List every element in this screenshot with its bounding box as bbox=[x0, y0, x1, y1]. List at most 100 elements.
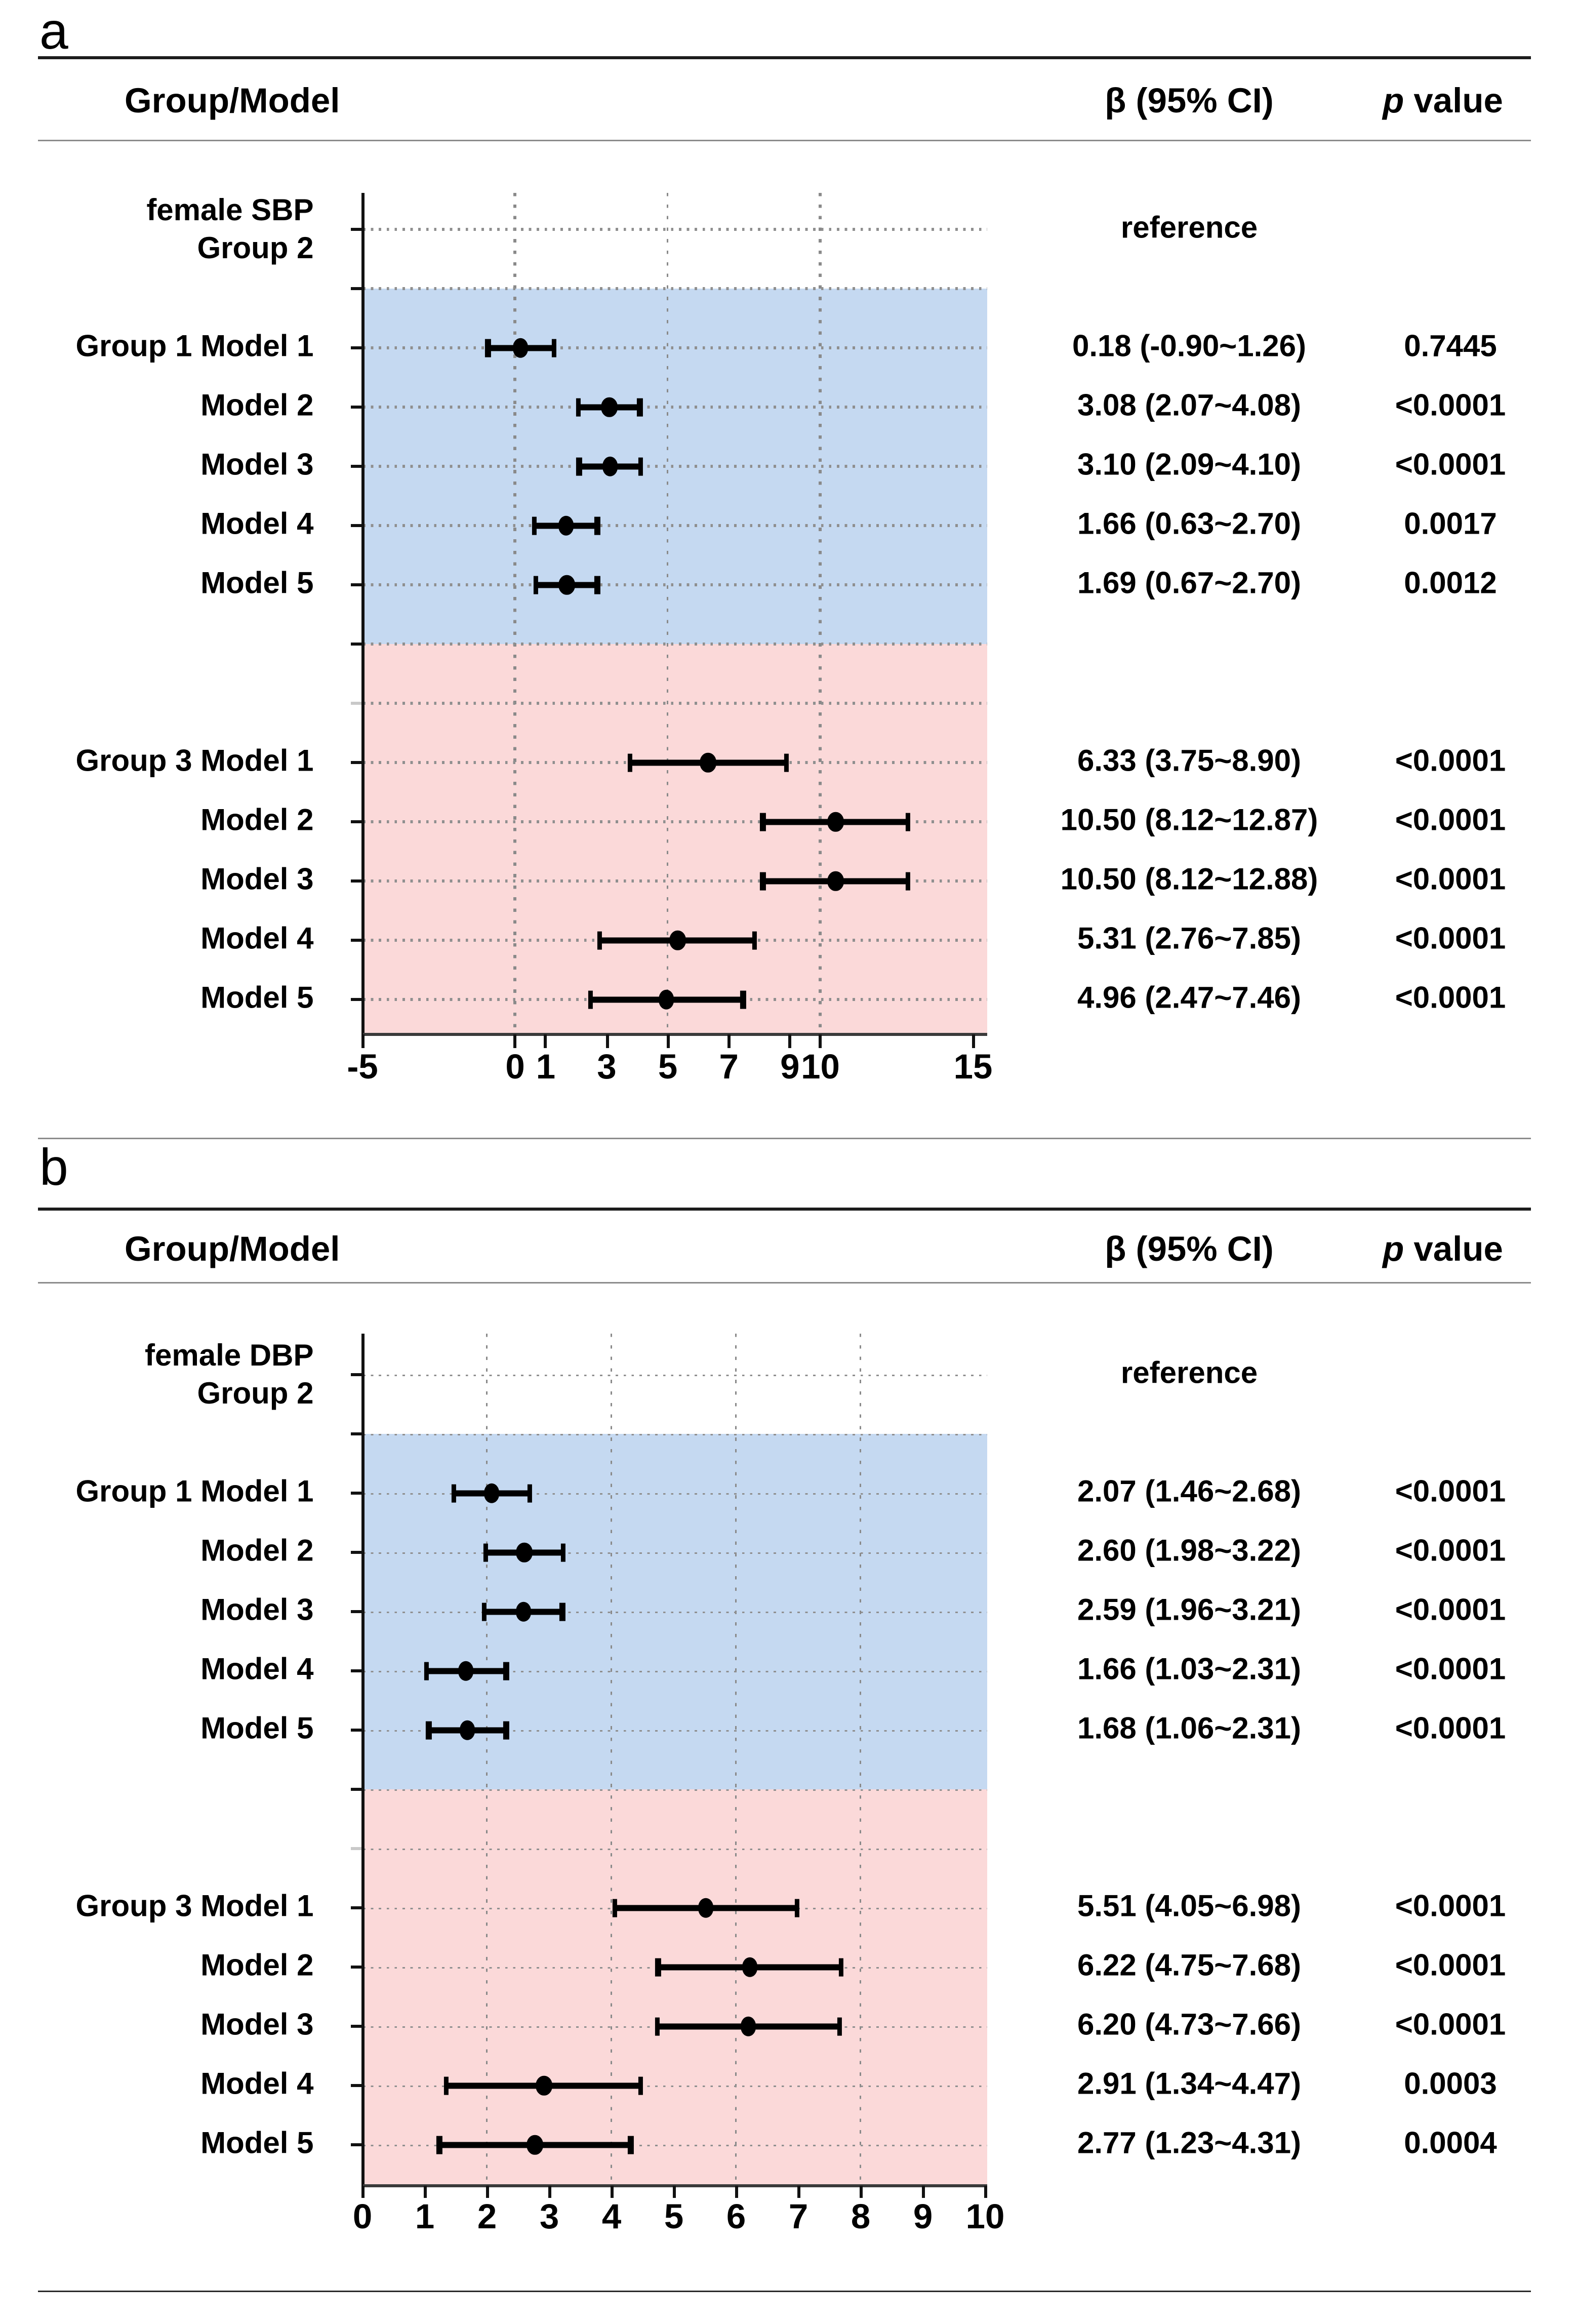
panel-a-reference-text: reference bbox=[1120, 212, 1258, 246]
y-axis-tick bbox=[351, 524, 363, 528]
point-estimate-marker bbox=[601, 397, 618, 417]
row-label: Model 5 bbox=[200, 567, 314, 601]
p-rest: value bbox=[1404, 81, 1503, 120]
point-estimate-marker bbox=[536, 2076, 552, 2096]
beta-ci-value: 6.33 (3.75~8.90) bbox=[1077, 745, 1302, 779]
point-estimate-marker bbox=[527, 2135, 543, 2155]
ci-cap-low bbox=[443, 2077, 449, 2095]
ci-cap-low bbox=[483, 1544, 489, 1562]
x-axis-tick-label: 10 bbox=[965, 2196, 1005, 2236]
point-estimate-marker bbox=[557, 515, 574, 536]
y-axis-line bbox=[360, 193, 365, 1034]
row-label: Model 5 bbox=[200, 982, 314, 1016]
point-estimate-marker bbox=[515, 1602, 532, 1622]
x-axis-tick-label: 9 bbox=[913, 2196, 933, 2236]
y-axis-tick bbox=[351, 701, 363, 705]
ci-cap-high bbox=[752, 931, 758, 949]
row-dotted-line bbox=[362, 228, 987, 231]
row-dotted-line bbox=[362, 2144, 987, 2147]
ci-cap-high bbox=[784, 753, 790, 772]
panel-b-header-p-value: p value bbox=[1383, 1229, 1503, 1270]
point-estimate-marker bbox=[458, 1661, 474, 1681]
ci-cap-low bbox=[576, 398, 581, 416]
row-label: Group 1 Model 1 bbox=[75, 330, 314, 364]
x-axis-tick bbox=[361, 1034, 365, 1048]
x-axis-tick bbox=[984, 2185, 987, 2198]
beta-ci-value: 5.51 (4.05~6.98) bbox=[1077, 1891, 1302, 1925]
y-axis-tick bbox=[351, 820, 363, 824]
p-value: 0.0003 bbox=[1404, 2068, 1497, 2102]
x-axis-tick-label: 5 bbox=[658, 1047, 678, 1086]
point-estimate-marker bbox=[459, 1720, 475, 1741]
ci-cap-low bbox=[576, 457, 582, 475]
p-italic: p bbox=[1383, 81, 1404, 120]
row-dotted-line bbox=[362, 583, 987, 586]
x-axis-tick-label: 2 bbox=[477, 2196, 497, 2236]
panel-a-header-group-model: Group/Model bbox=[125, 81, 340, 120]
panel-a-header-p-value: p value bbox=[1383, 81, 1503, 122]
p-value: 0.0012 bbox=[1404, 567, 1497, 601]
ci-cap-low bbox=[612, 1899, 618, 1917]
row-dotted-line bbox=[362, 1670, 987, 1673]
x-axis-tick-label: -5 bbox=[347, 1047, 378, 1086]
x-axis-tick bbox=[972, 1034, 975, 1048]
p-value: <0.0001 bbox=[1395, 1535, 1506, 1569]
panel-b-outcome-label: female DBP Group 2 bbox=[0, 1338, 314, 1414]
point-estimate-marker bbox=[742, 1957, 758, 1978]
ci-cap-high bbox=[504, 1721, 509, 1740]
x-axis-tick bbox=[544, 1034, 547, 1048]
y-axis-tick bbox=[351, 1788, 363, 1792]
x-axis-tick bbox=[513, 1034, 517, 1048]
group3-band bbox=[362, 644, 987, 1034]
panel-a-top-rule bbox=[38, 56, 1531, 59]
x-axis-tick bbox=[548, 2185, 551, 2198]
ci-cap-low bbox=[596, 931, 602, 949]
x-axis-tick bbox=[423, 2185, 427, 2198]
ci-cap-low bbox=[436, 2136, 442, 2154]
y-axis-tick bbox=[351, 346, 363, 350]
ci-cap-low bbox=[627, 753, 632, 772]
row-dotted-line bbox=[362, 1551, 987, 1554]
beta-ci-value: 1.66 (0.63~2.70) bbox=[1077, 508, 1302, 542]
x-axis-tick bbox=[672, 2185, 676, 2198]
gridline-x10 bbox=[819, 193, 822, 1034]
x-axis-tick bbox=[486, 2185, 489, 2198]
row-label: Model 3 bbox=[200, 1594, 314, 1628]
row-label: Group 3 Model 1 bbox=[75, 1891, 314, 1925]
point-estimate-marker bbox=[827, 871, 844, 891]
x-axis-tick bbox=[819, 1034, 822, 1048]
point-estimate-marker bbox=[601, 456, 618, 476]
p-value: <0.0001 bbox=[1395, 804, 1506, 838]
ci-cap-low bbox=[656, 1958, 661, 1977]
x-axis-tick-label: 10 bbox=[801, 1047, 840, 1086]
ci-cap-high bbox=[740, 990, 746, 1009]
panel-b-outcome-line1: female DBP bbox=[145, 1339, 314, 1373]
ci-cap-low bbox=[532, 516, 537, 535]
beta-ci-value: 1.68 (1.06~2.31) bbox=[1077, 1713, 1302, 1747]
row-dotted-line bbox=[362, 1729, 987, 1732]
ci-cap-high bbox=[628, 2136, 634, 2154]
row-dotted-line bbox=[362, 879, 987, 883]
point-estimate-marker bbox=[558, 575, 575, 595]
row-label: Model 3 bbox=[200, 449, 314, 483]
y-axis-tick bbox=[351, 287, 363, 291]
beta-ci-value: 4.96 (2.47~7.46) bbox=[1077, 982, 1302, 1016]
row-dotted-line bbox=[362, 643, 987, 646]
gridline-x6 bbox=[735, 1334, 738, 2186]
y-axis-tick bbox=[351, 1966, 363, 1970]
panel-b-header-group-model: Group/Model bbox=[125, 1229, 340, 1268]
x-axis-tick-label: 1 bbox=[536, 1047, 556, 1086]
p-value: <0.0001 bbox=[1395, 1713, 1506, 1747]
x-axis-tick bbox=[610, 2185, 614, 2198]
y-axis-line bbox=[360, 1334, 365, 2186]
ci-cap-low bbox=[424, 1662, 429, 1680]
ci-cap-high bbox=[560, 1544, 566, 1562]
ci-cap-low bbox=[760, 872, 766, 890]
panel-b-top-rule bbox=[38, 1208, 1531, 1211]
x-axis-tick-label: 1 bbox=[415, 2196, 435, 2236]
x-axis-tick-label: 7 bbox=[719, 1047, 739, 1086]
group3-band bbox=[362, 1789, 987, 2186]
row-dotted-line bbox=[362, 346, 987, 349]
